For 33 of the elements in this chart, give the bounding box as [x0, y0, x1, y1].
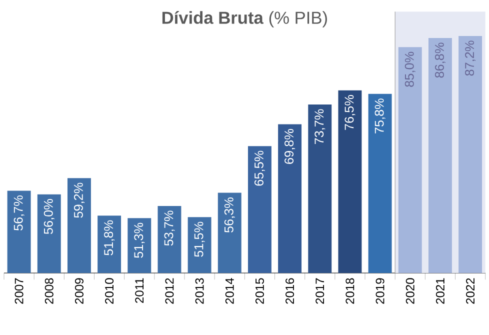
x-tick-label: 2021 — [436, 278, 444, 304]
x-tick-label: 2009 — [74, 278, 84, 304]
x-tick-label: 2012 — [165, 278, 174, 304]
x-tick-label: 2014 — [225, 278, 234, 304]
x-tick-label: 2020 — [406, 278, 414, 304]
x-tick-label: 2007 — [14, 278, 24, 304]
data-label: 73,7% — [314, 109, 326, 144]
data-label: 51,8% — [104, 220, 115, 256]
data-label: 56,7% — [14, 196, 24, 230]
x-tick-label: 2017 — [316, 278, 324, 304]
data-label: 56,3% — [224, 198, 235, 232]
data-label: 76,5% — [344, 95, 356, 130]
x-tick-label: 2019 — [376, 278, 384, 304]
x-tick-label: 2018 — [346, 278, 354, 304]
x-tick-label: 2008 — [44, 278, 54, 304]
data-label: 65,5% — [254, 150, 265, 186]
x-tick-label: 2022 — [466, 278, 475, 304]
data-label: 51,5% — [194, 222, 205, 257]
data-label: 87,2% — [465, 40, 476, 76]
x-tick-label: 2011 — [135, 278, 144, 303]
data-label: 75,8% — [374, 98, 386, 134]
data-label: 69,8% — [284, 129, 296, 164]
data-label: 51,3% — [134, 222, 145, 258]
chart-title: Dívida Bruta (% PIB) — [162, 11, 327, 28]
x-tick-label: 2010 — [105, 278, 114, 304]
data-label: 86,8% — [434, 42, 446, 78]
data-label: 85,0% — [404, 52, 416, 87]
data-label: 53,7% — [164, 210, 175, 246]
x-tick-label: 2013 — [195, 278, 204, 304]
data-label: 56,0% — [44, 199, 54, 234]
x-tick-label: 2015 — [255, 278, 264, 304]
data-label: 59,2% — [74, 182, 84, 218]
x-tick-label: 2016 — [286, 278, 294, 304]
